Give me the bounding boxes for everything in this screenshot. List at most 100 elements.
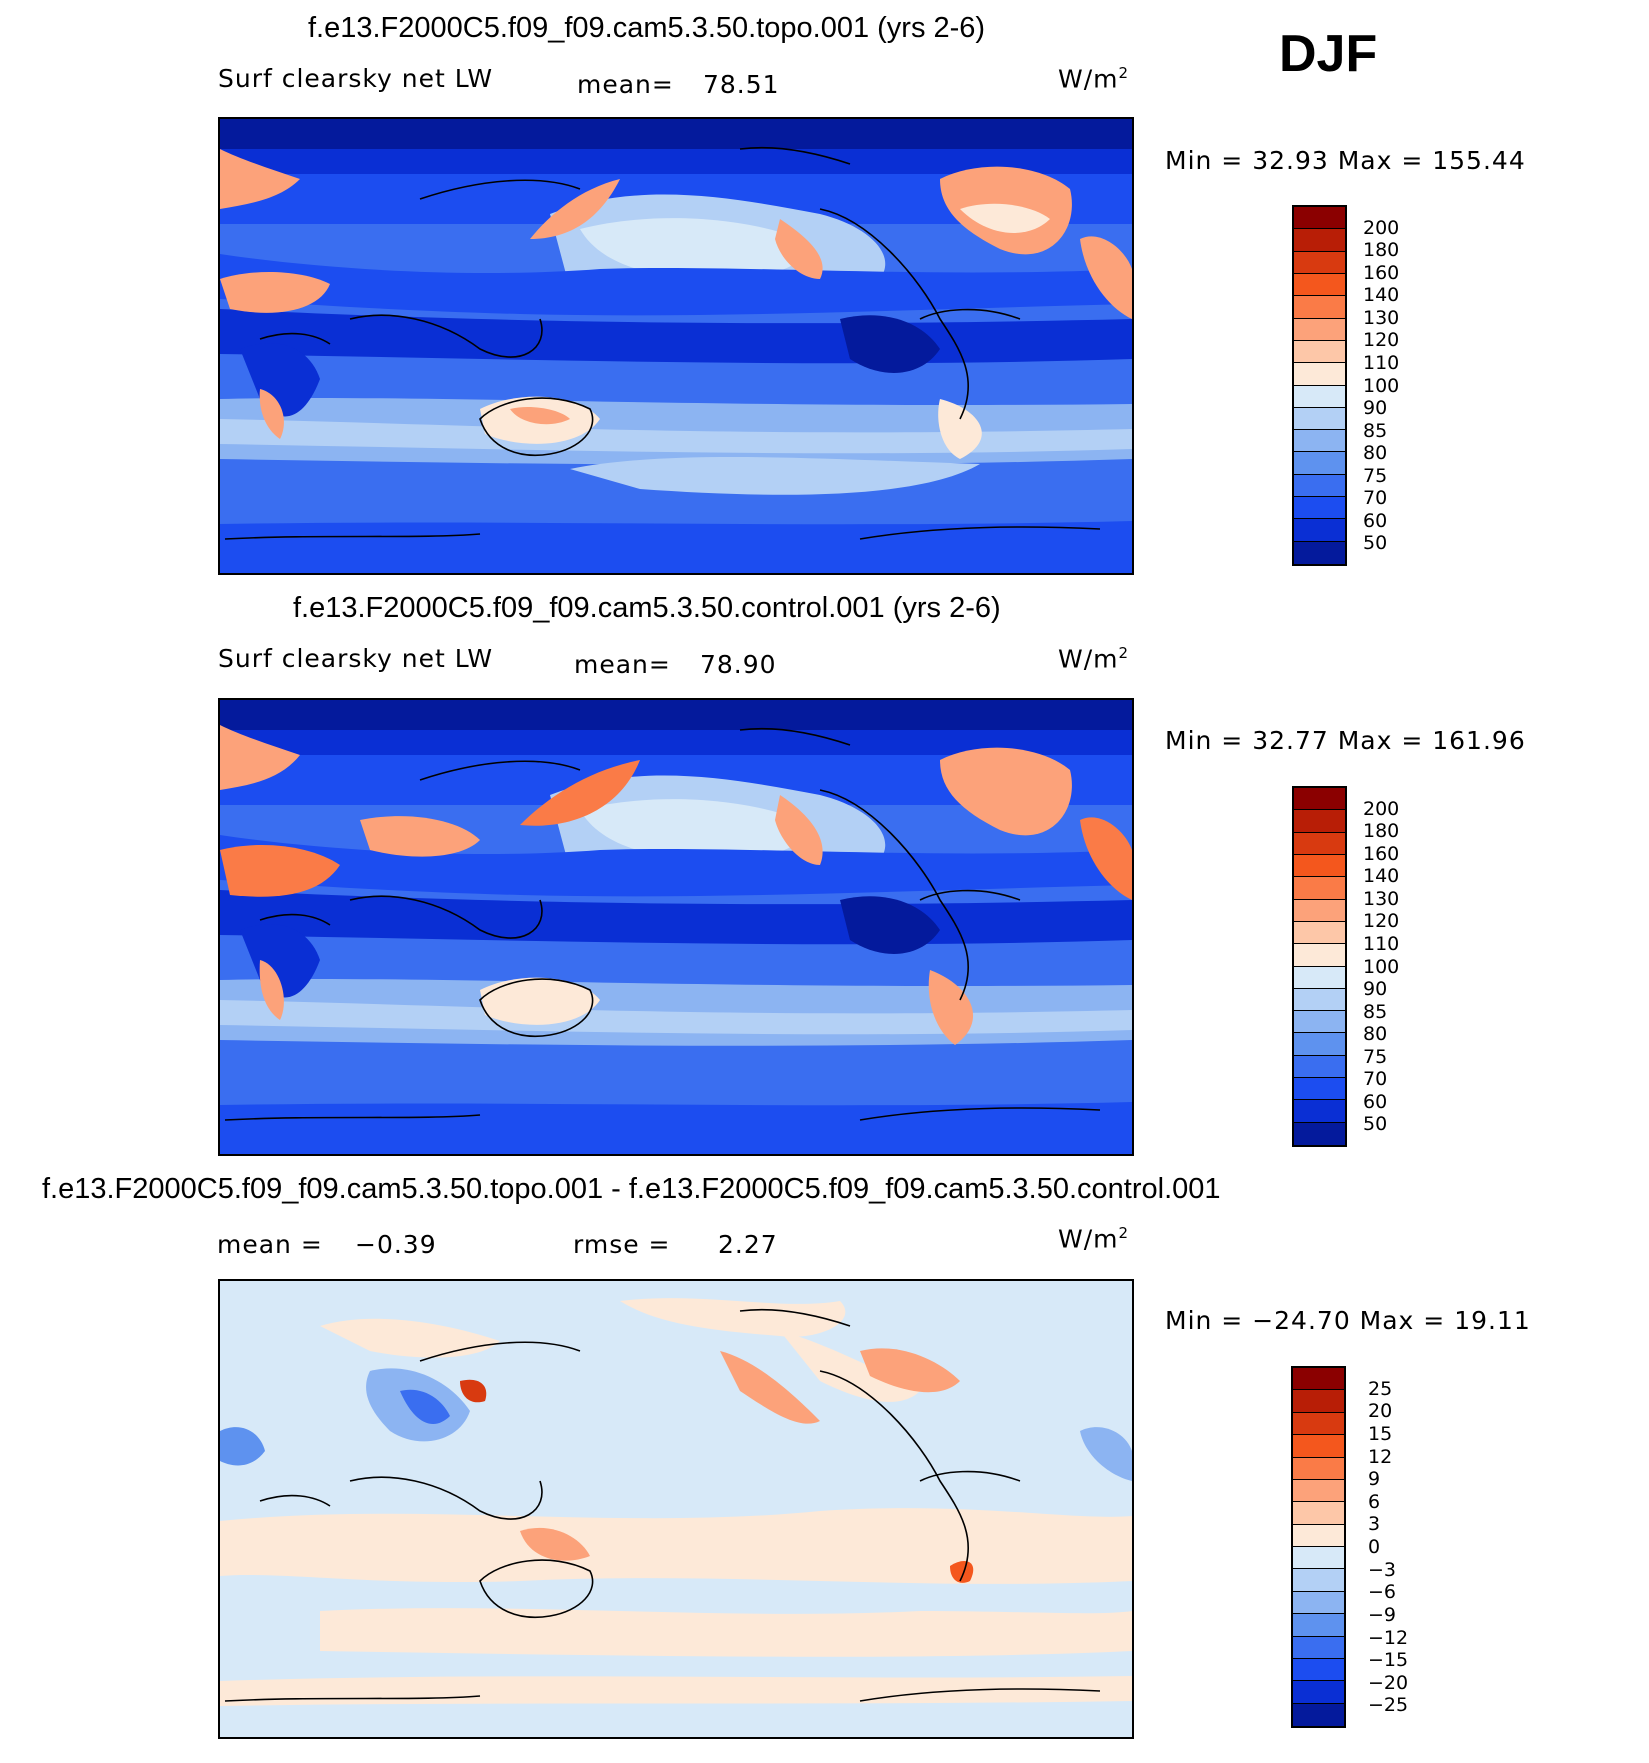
- colorbar-tick-label: 110: [1363, 932, 1400, 955]
- colorbar-tick-label: 12: [1368, 1445, 1393, 1468]
- colorbar-swatch: [1293, 1614, 1344, 1637]
- colorbar-tick-label: 140: [1363, 865, 1400, 888]
- panel-diff-colorbar: [1291, 1366, 1346, 1728]
- colorbar-tick-label: 90: [1363, 397, 1388, 420]
- colorbar-swatch: [1294, 899, 1345, 922]
- panel-control-variable: Surf clearsky net LW: [218, 644, 494, 673]
- colorbar-tick-label: 75: [1363, 1045, 1388, 1068]
- colorbar-swatch: [1294, 1100, 1345, 1123]
- colorbar-tick-label: 100: [1363, 374, 1400, 397]
- panel-diff-units: W/m2: [1058, 1224, 1130, 1254]
- panel-control-mean-label: mean=: [574, 650, 671, 679]
- panel-diff-minmax: Min = −24.70 Max = 19.11: [1165, 1306, 1531, 1335]
- colorbar-tick-label: 25: [1368, 1377, 1393, 1400]
- colorbar-swatch: [1294, 363, 1345, 386]
- colorbar-tick-label: 200: [1363, 797, 1400, 820]
- colorbar-swatch: [1294, 340, 1345, 364]
- panel-topo-minmax: Min = 32.93 Max = 155.44: [1165, 146, 1526, 175]
- colorbar-tick-label: 90: [1363, 978, 1388, 1001]
- colorbar-swatch: [1293, 1390, 1344, 1413]
- colorbar-swatch: [1294, 921, 1345, 945]
- colorbar-tick-label: 180: [1363, 820, 1400, 843]
- colorbar-tick-label: 160: [1363, 842, 1400, 865]
- colorbar-tick-label: 120: [1363, 910, 1400, 933]
- colorbar-tick-label: 3: [1368, 1513, 1381, 1536]
- colorbar-swatch: [1293, 1368, 1344, 1391]
- colorbar-tick-label: −12: [1368, 1626, 1409, 1649]
- colorbar-tick-label: 130: [1363, 887, 1400, 910]
- colorbar-swatch: [1294, 519, 1345, 542]
- panel-control-title: f.e13.F2000C5.f09_f09.cam5.3.50.control.…: [293, 592, 1001, 624]
- panel-control-colorbar: [1292, 786, 1347, 1147]
- colorbar-tick-label: 140: [1363, 284, 1400, 307]
- colorbar-tick-label: 120: [1363, 329, 1400, 352]
- colorbar-swatch: [1293, 1435, 1344, 1458]
- colorbar-swatch: [1293, 1591, 1344, 1615]
- colorbar-swatch: [1294, 385, 1345, 408]
- colorbar-tick-label: −15: [1368, 1649, 1409, 1672]
- colorbar-tick-label: 0: [1368, 1536, 1381, 1558]
- colorbar-tick-label: 50: [1363, 1113, 1388, 1136]
- colorbar-tick-label: −25: [1368, 1694, 1409, 1717]
- colorbar-swatch: [1294, 452, 1345, 475]
- colorbar-swatch: [1294, 1055, 1345, 1079]
- colorbar-swatch: [1294, 944, 1345, 967]
- colorbar-tick-label: 80: [1363, 442, 1388, 465]
- colorbar-swatch: [1294, 1011, 1345, 1034]
- panel-topo-map: [218, 117, 1134, 575]
- colorbar-swatch: [1294, 229, 1345, 252]
- panel-diff-colorbar-labels: 25 20 15 12 9 6 3 0 −3 −6 −9 −12 −15 −20 −25: [1368, 1366, 1448, 1728]
- colorbar-tick-label: 9: [1368, 1468, 1381, 1491]
- colorbar-swatch: [1294, 541, 1345, 564]
- panel-topo-title: f.e13.F2000C5.f09_f09.cam5.3.50.topo.001…: [308, 12, 986, 44]
- colorbar-swatch: [1294, 832, 1345, 855]
- colorbar-swatch: [1294, 407, 1345, 431]
- colorbar-tick-label: 60: [1363, 509, 1388, 532]
- panel-control-units: W/m2: [1058, 644, 1130, 674]
- colorbar-tick-label: 80: [1363, 1023, 1388, 1046]
- colorbar-swatch: [1294, 318, 1345, 341]
- colorbar-swatch: [1293, 1658, 1344, 1682]
- colorbar-swatch: [1294, 497, 1345, 520]
- colorbar-tick-label: 70: [1363, 1068, 1388, 1091]
- colorbar-swatch: [1293, 1412, 1344, 1436]
- colorbar-swatch: [1294, 810, 1345, 833]
- colorbar-swatch: [1293, 1457, 1344, 1480]
- colorbar-tick-label: 180: [1363, 239, 1400, 262]
- colorbar-tick-label: 15: [1368, 1422, 1393, 1445]
- colorbar-swatch: [1293, 1681, 1344, 1704]
- panel-topo-colorbar-labels: 200 180 160 140 130 120 110 100 90 85 80 75 70 60 50: [1363, 205, 1443, 566]
- colorbar-tick-label: −3: [1368, 1558, 1397, 1581]
- colorbar-swatch: [1294, 1078, 1345, 1101]
- colorbar-swatch: [1294, 296, 1345, 319]
- colorbar-swatch: [1293, 1547, 1344, 1570]
- panel-diff-mean-value: −0.39: [355, 1230, 437, 1259]
- colorbar-tick-label: 20: [1368, 1400, 1393, 1423]
- colorbar-swatch: [1294, 474, 1345, 498]
- colorbar-tick-label: −20: [1368, 1671, 1409, 1694]
- season-label: DJF: [1279, 25, 1378, 83]
- colorbar-tick-label: 85: [1363, 419, 1388, 442]
- colorbar-swatch: [1294, 966, 1345, 989]
- colorbar-tick-label: 100: [1363, 955, 1400, 978]
- colorbar-tick-label: 75: [1363, 464, 1388, 487]
- panel-control-minmax: Min = 32.77 Max = 161.96: [1165, 726, 1526, 755]
- panel-control-mean-value: 78.90: [700, 650, 777, 679]
- colorbar-tick-label: 85: [1363, 1000, 1388, 1023]
- colorbar-tick-label: 110: [1363, 351, 1400, 374]
- panel-topo-colorbar-swatches: [1294, 207, 1345, 564]
- colorbar-swatch: [1294, 1033, 1345, 1056]
- panel-topo-colorbar: [1292, 205, 1347, 566]
- colorbar-swatch: [1294, 788, 1345, 811]
- panel-diff-title: f.e13.F2000C5.f09_f09.cam5.3.50.topo.001…: [42, 1173, 1221, 1205]
- colorbar-swatch: [1293, 1479, 1344, 1503]
- colorbar-swatch: [1294, 988, 1345, 1012]
- panel-diff-rmse-label: rmse =: [573, 1230, 671, 1259]
- colorbar-swatch: [1294, 273, 1345, 297]
- colorbar-tick-label: 160: [1363, 261, 1400, 284]
- panel-topo-units: W/m2: [1058, 64, 1130, 94]
- panel-control-colorbar-swatches: [1294, 788, 1345, 1145]
- panel-topo-mean-value: 78.51: [703, 70, 780, 99]
- colorbar-swatch: [1293, 1703, 1344, 1726]
